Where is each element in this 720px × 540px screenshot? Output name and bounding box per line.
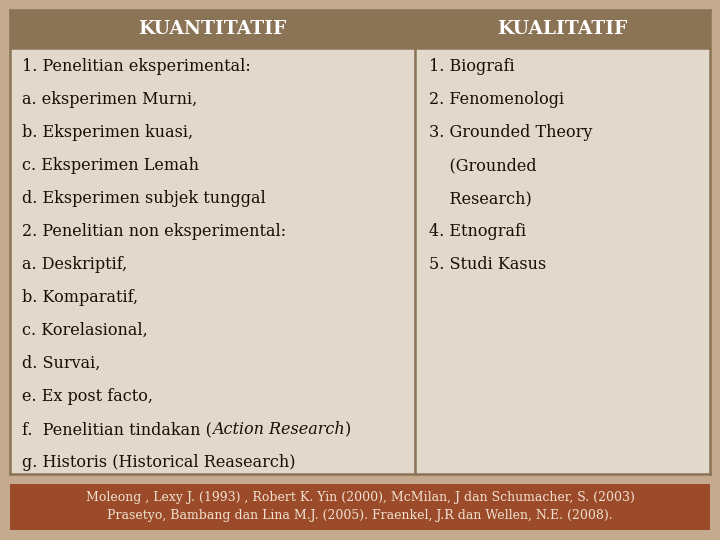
- Text: c. Korelasional,: c. Korelasional,: [22, 322, 148, 339]
- Text: g. Historis (Historical Reasearch): g. Historis (Historical Reasearch): [22, 454, 295, 471]
- Text: 1. Penelitian eksperimental:: 1. Penelitian eksperimental:: [22, 58, 251, 75]
- Text: (Grounded: (Grounded: [428, 157, 536, 174]
- Text: b. Eksperimen kuasi,: b. Eksperimen kuasi,: [22, 124, 193, 141]
- Text: a. Deskriptif,: a. Deskriptif,: [22, 256, 127, 273]
- Text: ): ): [344, 421, 351, 438]
- Text: Prasetyo, Bambang dan Lina M.J. (2005). Fraenkel, J.R dan Wellen, N.E. (2008).: Prasetyo, Bambang dan Lina M.J. (2005). …: [107, 510, 613, 523]
- Text: c. Eksperimen Lemah: c. Eksperimen Lemah: [22, 157, 199, 174]
- Text: Moleong , Lexy J. (1993) , Robert K. Yin (2000), McMilan, J dan Schumacher, S. (: Moleong , Lexy J. (1993) , Robert K. Yin…: [86, 491, 634, 504]
- Text: e. Ex post facto,: e. Ex post facto,: [22, 388, 153, 405]
- Text: 4. Etnografi: 4. Etnografi: [428, 223, 526, 240]
- Text: a. eksperimen Murni,: a. eksperimen Murni,: [22, 91, 197, 108]
- Text: KUANTITATIF: KUANTITATIF: [138, 20, 287, 38]
- Text: 2. Fenomenologi: 2. Fenomenologi: [428, 91, 564, 108]
- Text: d. Eksperimen subjek tunggal: d. Eksperimen subjek tunggal: [22, 190, 266, 207]
- Text: d. Survai,: d. Survai,: [22, 355, 100, 372]
- Text: b. Komparatif,: b. Komparatif,: [22, 289, 138, 306]
- Bar: [10, 10, 415, 48]
- Text: Research): Research): [428, 190, 531, 207]
- Text: 2. Penelitian non eksperimental:: 2. Penelitian non eksperimental:: [22, 223, 286, 240]
- Text: KUALITATIF: KUALITATIF: [498, 20, 627, 38]
- Text: 5. Studi Kasus: 5. Studi Kasus: [428, 256, 546, 273]
- Text: f.  Penelitian tindakan (: f. Penelitian tindakan (: [22, 421, 212, 438]
- Bar: [10, 10, 710, 474]
- Text: Action Research: Action Research: [212, 421, 344, 438]
- Text: 3. Grounded Theory: 3. Grounded Theory: [428, 124, 592, 141]
- Bar: [10, 484, 710, 530]
- Bar: [415, 10, 710, 48]
- Text: 1. Biografi: 1. Biografi: [428, 58, 514, 75]
